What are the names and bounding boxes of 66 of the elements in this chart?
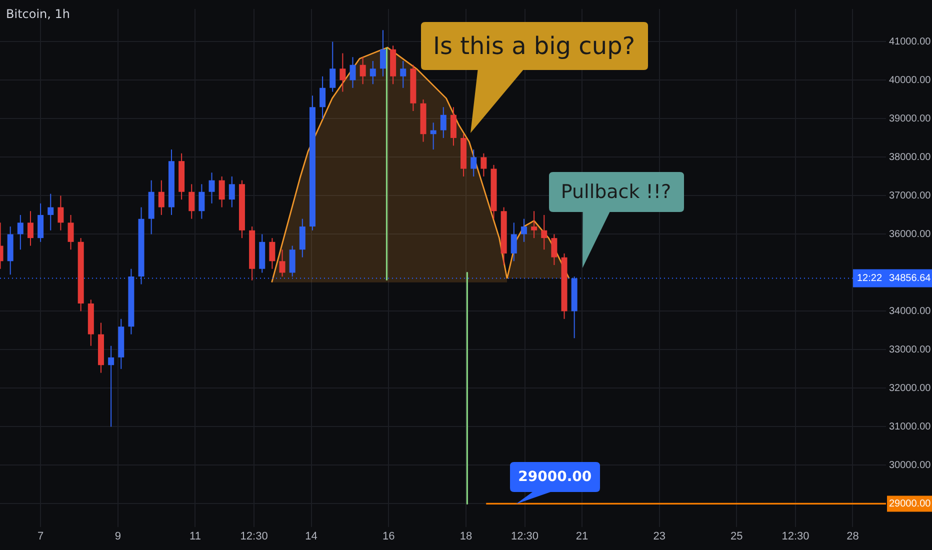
candlestick [531,210,538,239]
candlestick [299,218,306,258]
candlestick [320,76,326,120]
candlestick [269,238,276,270]
candlestick [188,184,195,220]
x-tick-label: 12:30 [782,530,810,542]
ref-line-label: 34856.64 [889,272,932,284]
chart-title: Bitcoin, 1h [6,7,70,22]
x-tick-label: 18 [460,530,472,542]
y-tick-label: 34000.00 [889,306,932,317]
candlestick [198,184,205,220]
candlestick [58,195,64,231]
x-tick-label: 23 [653,530,666,542]
candlestick [27,210,34,246]
y-tick-label: 41000.00 [889,36,932,48]
candlestick [470,149,477,177]
candlestick [360,56,366,85]
y-tick-label: 39000.00 [889,113,932,124]
x-tick-label: 12:30 [511,530,539,542]
y-tick-label: 37000.00 [889,190,932,202]
candlestick [440,106,446,138]
candlestick [330,41,336,92]
candlestick [520,218,527,242]
y-tick-label: 33000.00 [889,344,932,356]
y-tick-label: 30000.00 [889,460,932,471]
y-tick-label: 36000.00 [889,228,932,240]
x-tick-label: 11 [190,530,201,542]
y-tick-label: 29000.00 [889,498,932,510]
y-tick-label: 31000.00 [889,421,932,432]
candlestick [430,122,436,150]
candlestick [158,180,164,216]
candlestick [17,214,24,250]
candlestick [208,172,215,204]
annotation: Pullback !!? [560,180,672,205]
y-tick-label: 40000.00 [889,74,932,86]
x-tick-label: 9 [114,530,121,542]
candlestick [400,60,406,88]
candlestick [108,345,114,428]
y-tick-label: 38000.00 [889,152,932,163]
candlestick [380,30,386,77]
candlestick [450,106,456,146]
candlestick [279,249,286,278]
x-tick-label: 14 [305,530,318,542]
x-tick-label: 28 [846,530,859,542]
annotation: 29000.00 [517,468,593,487]
candlestick [289,245,296,278]
candlestick [370,60,376,85]
candlestick [218,176,225,208]
candlestick [68,214,74,250]
annotation: 12:22 [856,272,882,284]
x-tick-label: 16 [382,530,395,542]
candlestick [541,214,548,250]
x-tick-label: 7 [37,530,44,542]
y-tick-label: 32000.00 [889,382,932,394]
candlestick [350,56,356,88]
candlestick [340,52,346,92]
x-tick-label: 25 [730,530,743,542]
x-tick-label: 21 [576,530,588,542]
candlestick [228,176,235,208]
candlestick [48,193,54,231]
candlestick [38,202,44,242]
candlestick [480,152,487,177]
candlestick [551,234,558,266]
candlestick [510,222,517,262]
x-tick-label: 12:30 [240,530,268,542]
annotation: Is this a big cup? [432,31,636,62]
